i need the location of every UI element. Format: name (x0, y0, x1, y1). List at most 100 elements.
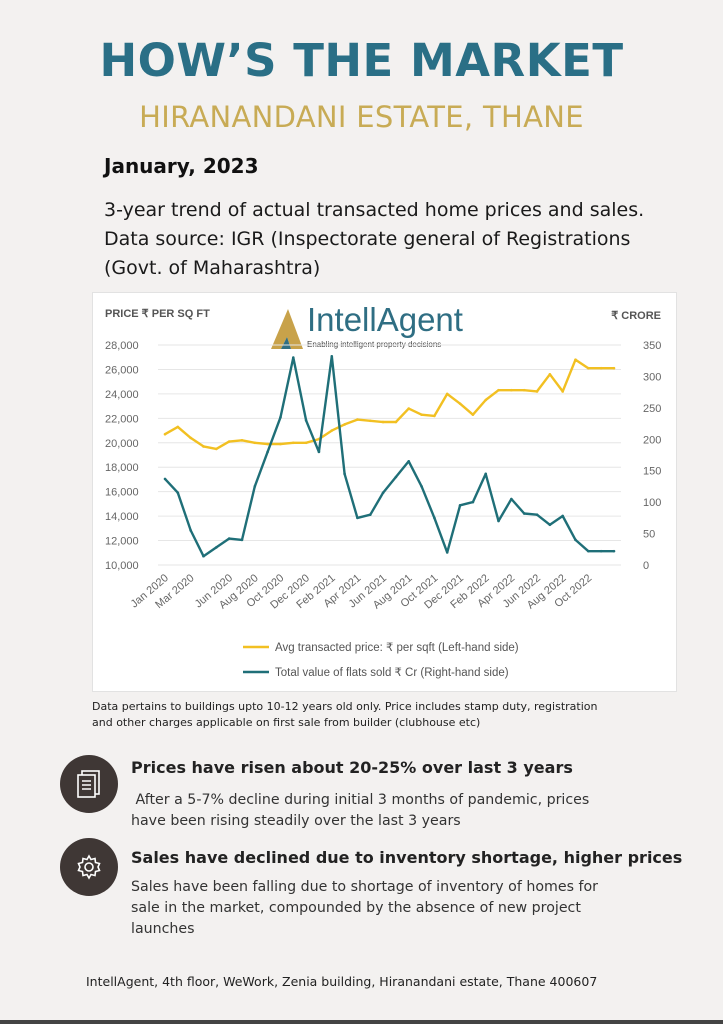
point-body-line: Sales have been falling due to shortage … (131, 879, 598, 895)
sales-point (599, 549, 603, 553)
sales-point (227, 537, 231, 540)
sales-point (445, 551, 449, 554)
price-point (266, 442, 269, 446)
point-body-line: launches (131, 921, 195, 937)
page-subtitle: HIRANANDANI ESTATE, THANE (139, 100, 584, 134)
left-tick-label: 18,000 (105, 462, 139, 474)
price-point (433, 414, 436, 418)
left-tick-label: 20,000 (105, 438, 139, 450)
sales-series-line (164, 355, 614, 558)
price-point (189, 436, 192, 440)
document-icon (60, 755, 118, 813)
price-point (304, 441, 308, 445)
sales-point (433, 516, 436, 520)
left-tick-label: 14,000 (105, 511, 139, 523)
logo-name: IntellAgent (307, 301, 463, 338)
left-axis-title: PRICE ₹ PER SQ FT (105, 308, 210, 320)
sales-point (522, 512, 526, 515)
intro-line: (Govt. of Maharashtra) (104, 257, 321, 279)
sales-point (561, 514, 564, 518)
left-tick-label: 24,000 (105, 389, 139, 401)
left-tick-label: 10,000 (105, 560, 139, 572)
price-series-line (164, 358, 614, 451)
price-point (215, 447, 218, 451)
sales-point (548, 523, 552, 527)
price-point (291, 441, 295, 445)
left-tick-label: 28,000 (105, 340, 139, 352)
sales-point (356, 516, 359, 520)
price-point (497, 388, 500, 392)
right-tick-label: 100 (643, 497, 661, 509)
sales-point (291, 356, 295, 359)
sales-point (163, 477, 167, 481)
sales-point (266, 450, 269, 454)
price-point (407, 407, 411, 410)
intro-text: 3-year trend of actual transacted home p… (104, 196, 684, 283)
left-tick-label: 22,000 (105, 413, 139, 425)
price-point (279, 442, 282, 446)
price-point (458, 402, 462, 405)
left-tick-label: 12,000 (105, 536, 139, 548)
bottom-divider (0, 1020, 723, 1024)
right-tick-label: 200 (643, 434, 661, 446)
sales-point (587, 549, 590, 553)
right-tick-label: 250 (643, 403, 661, 415)
price-sales-chart: IntellAgent Enabling intelligent propert… (105, 301, 661, 679)
price-point (548, 373, 552, 376)
note-line: and other charges applicable on first sa… (92, 716, 481, 729)
sales-point (612, 549, 616, 553)
right-tick-label: 50 (643, 529, 655, 541)
left-tick-label: 26,000 (105, 364, 139, 376)
right-tick-label: 300 (643, 371, 661, 383)
chart-card: IntellAgent Enabling intelligent propert… (92, 292, 677, 692)
sales-point (176, 491, 180, 495)
price-point (587, 366, 590, 370)
data-note: Data pertains to buildings upto 10-12 ye… (92, 699, 652, 731)
sales-point (510, 497, 513, 501)
left-tick-label: 16,000 (105, 487, 139, 499)
sales-point (202, 554, 205, 558)
right-tick-label: 150 (643, 466, 661, 478)
price-point (202, 445, 205, 448)
price-point (522, 388, 526, 392)
price-point (253, 441, 257, 445)
price-point (484, 398, 488, 402)
price-point (381, 420, 385, 424)
sales-point (535, 513, 539, 517)
sales-point (343, 472, 346, 476)
price-point (471, 413, 475, 416)
point-title-sales: Sales have declined due to inventory sho… (131, 848, 683, 867)
sales-point (420, 485, 423, 488)
sales-point (471, 500, 475, 504)
point-body-line: sale in the market, compounded by the ab… (131, 900, 581, 916)
sales-point (484, 472, 488, 476)
right-tick-label: 350 (643, 340, 661, 352)
price-point (343, 423, 346, 426)
price-point (240, 439, 244, 442)
price-point (535, 390, 539, 393)
price-point (356, 418, 359, 421)
legend-label-price: Avg transacted price: ₹ per sqft (Left-h… (275, 642, 519, 654)
price-point (163, 432, 167, 436)
sales-point (458, 503, 462, 507)
logo-mark-inner-icon (281, 337, 291, 349)
sales-point (368, 513, 372, 517)
price-point (227, 440, 231, 443)
logo-mark-icon (271, 309, 303, 349)
point-body-prices: After a 5-7% decline during initial 3 mo… (131, 790, 651, 832)
point-title-prices: Prices have risen about 20-25% over last… (131, 758, 573, 777)
price-point (445, 392, 449, 396)
intro-line: 3-year trend of actual transacted home p… (104, 199, 645, 221)
sales-point (407, 459, 411, 463)
gear-icon (60, 838, 118, 896)
sales-point (279, 415, 282, 419)
sales-point (215, 546, 218, 549)
price-point (599, 366, 603, 370)
sales-point (330, 355, 334, 358)
sales-point (381, 491, 385, 495)
price-point (574, 358, 577, 361)
chart-legend: Avg transacted price: ₹ per sqft (Left-h… (243, 642, 519, 679)
sales-point (253, 485, 257, 488)
report-date: January, 2023 (104, 154, 259, 178)
intro-line: Data source: IGR (Inspectorate general o… (104, 228, 631, 250)
